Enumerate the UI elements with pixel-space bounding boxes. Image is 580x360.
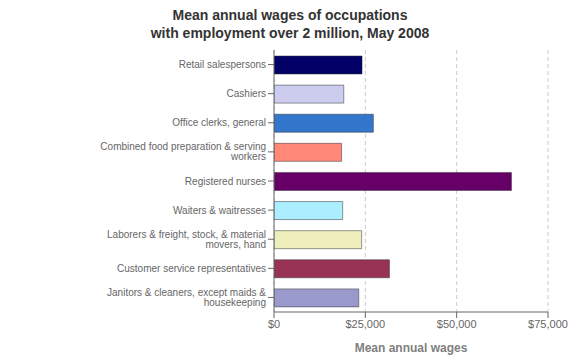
svg-text:Mean annual wages: Mean annual wages	[355, 341, 468, 355]
svg-text:Cashiers: Cashiers	[227, 88, 266, 99]
svg-text:Janitors & cleaners, except ma: Janitors & cleaners, except maids &house…	[107, 287, 266, 308]
svg-text:$75,000: $75,000	[528, 318, 568, 330]
svg-text:Office clerks, general: Office clerks, general	[172, 117, 266, 128]
svg-text:$50,000: $50,000	[437, 318, 477, 330]
svg-text:Combined food preparation & se: Combined food preparation & servingworke…	[100, 141, 266, 162]
svg-text:$25,000: $25,000	[345, 318, 385, 330]
html-text:with employment over 2 million: with employment over 2 million, May 2008	[150, 25, 430, 41]
svg-text:$0: $0	[268, 318, 280, 330]
svg-text:Retail salespersons: Retail salespersons	[179, 59, 266, 70]
html-text:Mean annual wages of occupatio: Mean annual wages of occupations	[172, 7, 408, 23]
svg-text:Waiters & waitresses: Waiters & waitresses	[173, 205, 266, 216]
svg-text:Laborers & freight, stock, & m: Laborers & freight, stock, & materialmov…	[107, 229, 266, 250]
svg-text:Customer service representativ: Customer service representatives	[117, 263, 266, 274]
svg-text:Registered nurses: Registered nurses	[185, 176, 266, 187]
